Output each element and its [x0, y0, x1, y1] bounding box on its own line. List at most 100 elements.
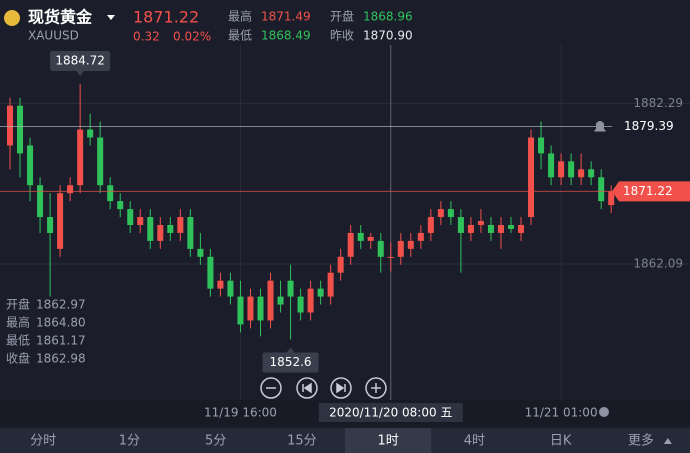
high-label-box [50, 51, 111, 72]
info-value: 1862.97 [36, 298, 86, 312]
candle-body [127, 209, 134, 225]
reference-label: 1871.22 [623, 184, 673, 198]
stat-label: 开盘 [330, 9, 354, 24]
price-tag [612, 181, 690, 202]
candle-body [377, 240, 384, 257]
candle-body [47, 217, 54, 233]
candle-body [157, 225, 164, 241]
x-tick-label: 11/19 16:00 [204, 406, 277, 420]
zoom-in[interactable] [365, 377, 387, 399]
info-label: 最低 [6, 334, 30, 348]
candle-body [167, 225, 174, 233]
candle-body [568, 161, 575, 178]
candle-body [97, 137, 104, 186]
candle-body [417, 232, 424, 241]
candle-body [107, 185, 114, 202]
candle-body [137, 217, 144, 225]
tab[interactable]: 分时 [30, 434, 56, 449]
candle-body [37, 185, 44, 218]
candle-body [487, 225, 494, 233]
candle-body [548, 153, 555, 178]
candle-body [147, 217, 154, 241]
scroll-start[interactable] [296, 377, 318, 399]
tab[interactable]: 1时 [377, 434, 398, 449]
candle-body [407, 240, 414, 249]
candle-body [588, 169, 595, 178]
tab[interactable]: 日K [550, 434, 572, 449]
candle-body [427, 217, 434, 233]
change-pct: 0.02% [173, 30, 211, 44]
tab[interactable]: 1分 [119, 434, 140, 449]
candle-body [7, 105, 13, 146]
candle-body [307, 288, 314, 313]
zoom-out[interactable] [260, 377, 282, 399]
candle-body [437, 209, 444, 218]
info-value: 1864.80 [36, 316, 86, 330]
scroll-handle[interactable] [599, 407, 609, 417]
info-label: 最高 [6, 315, 30, 330]
candle-body [497, 225, 504, 233]
tab[interactable]: 更多 [628, 433, 654, 449]
candle-body [538, 137, 545, 154]
zoom-controls [260, 377, 387, 399]
low-label: 1852.6 [270, 355, 312, 369]
symbol: XAUUSD [28, 29, 79, 43]
gold-icon [4, 10, 20, 26]
candle-body [447, 209, 454, 218]
more-arrow [663, 438, 672, 444]
stat-value: 1871.49 [261, 10, 311, 24]
candle-body [227, 280, 234, 297]
tab[interactable]: 15分 [287, 434, 317, 449]
stat-label: 最高 [228, 9, 252, 24]
candle-body [77, 129, 84, 186]
candle-body [297, 296, 304, 313]
price: 1871.22 [133, 8, 199, 27]
crosshair-info: 开盘 1862.97 最高 1864.80 最低 1861.17 收盘 1862.98 [6, 297, 86, 366]
candle-body [57, 193, 64, 249]
candle-body [117, 201, 124, 210]
candle-body [347, 232, 354, 257]
candle-body [267, 280, 274, 321]
stat-value: 1868.96 [363, 10, 413, 24]
candle-body [387, 256, 394, 258]
candle-body [257, 296, 264, 321]
high-label: 1884.72 [55, 54, 105, 68]
tab[interactable]: 4时 [464, 434, 485, 449]
x-tick-label: 11/21 01:00 [525, 406, 598, 420]
candle-body [187, 217, 194, 249]
change: 0.32 [133, 30, 160, 44]
candle-body [277, 296, 284, 305]
candle-body [217, 280, 224, 289]
candle-body [87, 129, 94, 138]
stat-value: 1868.49 [261, 29, 311, 43]
candle-body [197, 248, 204, 257]
candle-body [558, 161, 565, 178]
alert-bell [594, 120, 606, 132]
instrument-name[interactable]: 现货黄金 [28, 8, 93, 27]
candle-body [287, 280, 294, 297]
candle-body [357, 232, 364, 241]
tab[interactable]: 5分 [205, 434, 226, 449]
info-value: 1862.98 [36, 352, 86, 366]
x-tick-label: 2020/11/20 08:00 五 [329, 406, 452, 420]
candle-body [317, 288, 324, 297]
tabs: 分时 1分 5分 15分 1时 4时 日K 更多 [30, 428, 672, 453]
y-tick-label: 1882.29 [633, 96, 683, 110]
scroll-end[interactable] [330, 377, 352, 399]
candle-body [397, 240, 404, 257]
info-value: 1861.17 [36, 334, 86, 348]
candle-body [477, 221, 484, 225]
candle-body [247, 296, 254, 321]
candle-body [67, 185, 74, 194]
stat-value: 1870.90 [363, 29, 413, 43]
candle-body [508, 225, 514, 229]
tab-selected-bg [345, 428, 432, 453]
candle-body [17, 105, 24, 154]
dropdown-arrow[interactable] [107, 15, 115, 20]
candle-body [237, 296, 244, 325]
candle-body [518, 225, 525, 233]
low-label-box [262, 352, 319, 373]
candle-body [528, 137, 535, 218]
candle-body [457, 217, 464, 233]
